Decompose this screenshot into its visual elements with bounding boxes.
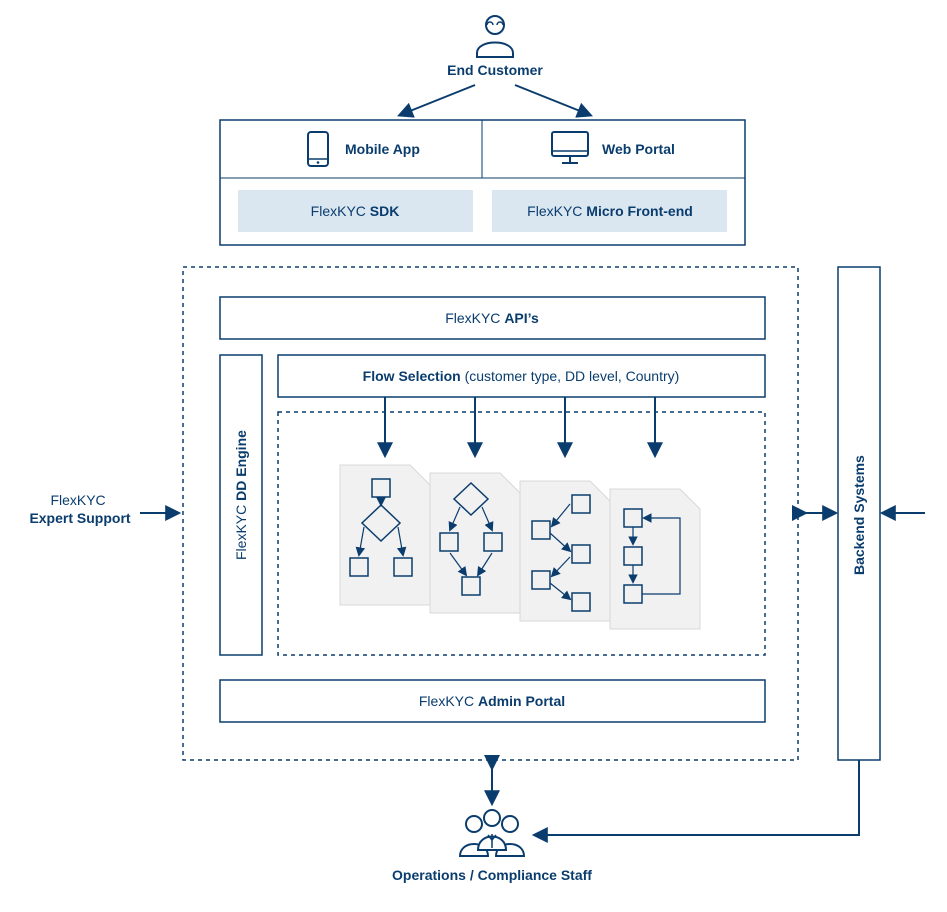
web-portal-label: Web Portal	[602, 141, 675, 157]
end-customer-icon	[477, 16, 513, 57]
ops-staff-icon	[460, 810, 524, 856]
architecture-diagram: End Customer Mobile App Web Portal FlexK…	[0, 0, 947, 912]
flow-doc-1	[340, 465, 430, 605]
mfe-prefix: FlexKYC	[527, 203, 586, 219]
mobile-app-label: Mobile App	[345, 141, 420, 157]
dd-bold: DD Engine	[233, 430, 249, 501]
flow-rest: (customer type, DD level, Country)	[465, 368, 680, 384]
arrow-customer-web	[515, 85, 590, 115]
expert-prefix: FlexKYC	[50, 492, 105, 508]
sdk-bold: SDK	[370, 203, 400, 219]
backend-label: Backend Systems	[851, 455, 867, 575]
flow-doc-2	[430, 473, 520, 613]
admin-prefix: FlexKYC	[419, 693, 478, 709]
arrow-customer-mobile	[400, 85, 475, 115]
flow-doc-3	[520, 481, 610, 621]
admin-bold: Admin Portal	[478, 693, 565, 709]
svg-text:FlexKYC API’s: FlexKYC API’s	[445, 310, 539, 326]
flow-bold: Flow Selection	[363, 368, 465, 384]
svg-text:FlexKYC Micro Front-end: FlexKYC Micro Front-end	[527, 203, 693, 219]
svg-text:FlexKYC DD Engine: FlexKYC DD Engine	[233, 430, 249, 560]
dd-prefix: FlexKYC	[233, 501, 249, 560]
arrow-backend-ops	[535, 760, 859, 835]
sdk-prefix: FlexKYC	[311, 203, 370, 219]
api-bold: API’s	[504, 310, 539, 326]
svg-text:FlexKYC Admin Portal: FlexKYC Admin Portal	[419, 693, 565, 709]
svg-text:FlexKYC SDK: FlexKYC SDK	[311, 203, 400, 219]
svg-text:FlexKYC Expert Support: FlexKYC Expert Support	[29, 492, 130, 526]
flow-doc-4	[610, 489, 700, 629]
mfe-bold: Micro Front-end	[586, 203, 693, 219]
ops-staff-label: Operations / Compliance Staff	[392, 867, 592, 883]
api-prefix: FlexKYC	[445, 310, 504, 326]
expert-bold: Expert Support	[29, 510, 130, 526]
end-customer-label: End Customer	[447, 62, 543, 78]
svg-text:Flow Selection (customer type,: Flow Selection (customer type, DD level,…	[363, 368, 680, 384]
